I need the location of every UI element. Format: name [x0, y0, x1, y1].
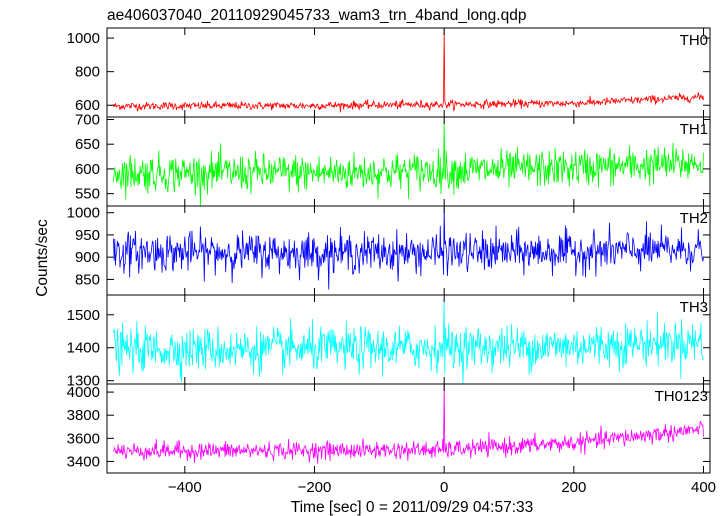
y-tick-label: 700	[75, 111, 100, 128]
y-tick-label: 3800	[67, 407, 100, 424]
panel-label: TH0	[680, 32, 708, 49]
chart-title: ae406037040_20110929045733_wam3_trn_4ban…	[107, 7, 526, 24]
series-line-th1	[113, 119, 704, 207]
y-tick-label: 850	[75, 271, 100, 288]
y-tick-label: 1000	[67, 205, 100, 222]
x-tick-label: 400	[691, 479, 716, 496]
panel-label: TH3	[680, 299, 708, 316]
panel-th3: 1300 1400 1500 TH3	[67, 294, 711, 390]
y-tick-label: 3400	[67, 453, 100, 470]
y-tick-label: 3600	[67, 430, 100, 447]
y-tick-label: 1300	[67, 373, 100, 390]
y-tick-label: 550	[75, 186, 100, 203]
y-axis-label: Counts/sec	[34, 219, 51, 297]
y-tick-label: 600	[75, 97, 100, 114]
series-line-th2	[113, 207, 704, 290]
x-axis-label: Time [sec] 0 = 2011/09/29 04:57:33	[291, 499, 534, 516]
panel-label: TH2	[680, 210, 708, 227]
panel-th0: 600 800 1000 TH0	[67, 27, 711, 118]
panel-label: TH1	[680, 121, 708, 138]
y-tick-label: 600	[75, 161, 100, 178]
x-tick-label: 0	[440, 479, 448, 496]
panel-label: TH0123	[655, 388, 708, 405]
series-line-th0123	[113, 383, 704, 464]
y-tick-label: 1000	[67, 30, 100, 47]
series-line-th0	[113, 27, 704, 113]
y-tick-label: 4000	[67, 384, 100, 401]
y-tick-label: 1400	[67, 340, 100, 357]
panels-group: 600 800 1000 TH0 550 600 650 700 TH1 850 900 950 100…	[67, 27, 711, 474]
panel-th2: 850 900 950 1000 TH2	[67, 205, 711, 296]
y-tick-label: 800	[75, 64, 100, 81]
x-tick-label: −200	[298, 479, 332, 496]
y-tick-label: 1500	[67, 307, 100, 324]
x-axis: −400 −200 0 200 400	[168, 479, 716, 496]
y-tick-label: 950	[75, 227, 100, 244]
y-tick-label: 900	[75, 249, 100, 266]
x-tick-label: −400	[168, 479, 202, 496]
series-line-th3	[113, 299, 704, 384]
panel-frame	[106, 383, 711, 474]
y-tick-label: 650	[75, 136, 100, 153]
panel-th1: 550 600 650 700 TH1	[75, 111, 711, 207]
panel-th0123: 3400 3600 3800 4000 TH0123	[67, 383, 711, 474]
x-tick-label: 200	[561, 479, 586, 496]
